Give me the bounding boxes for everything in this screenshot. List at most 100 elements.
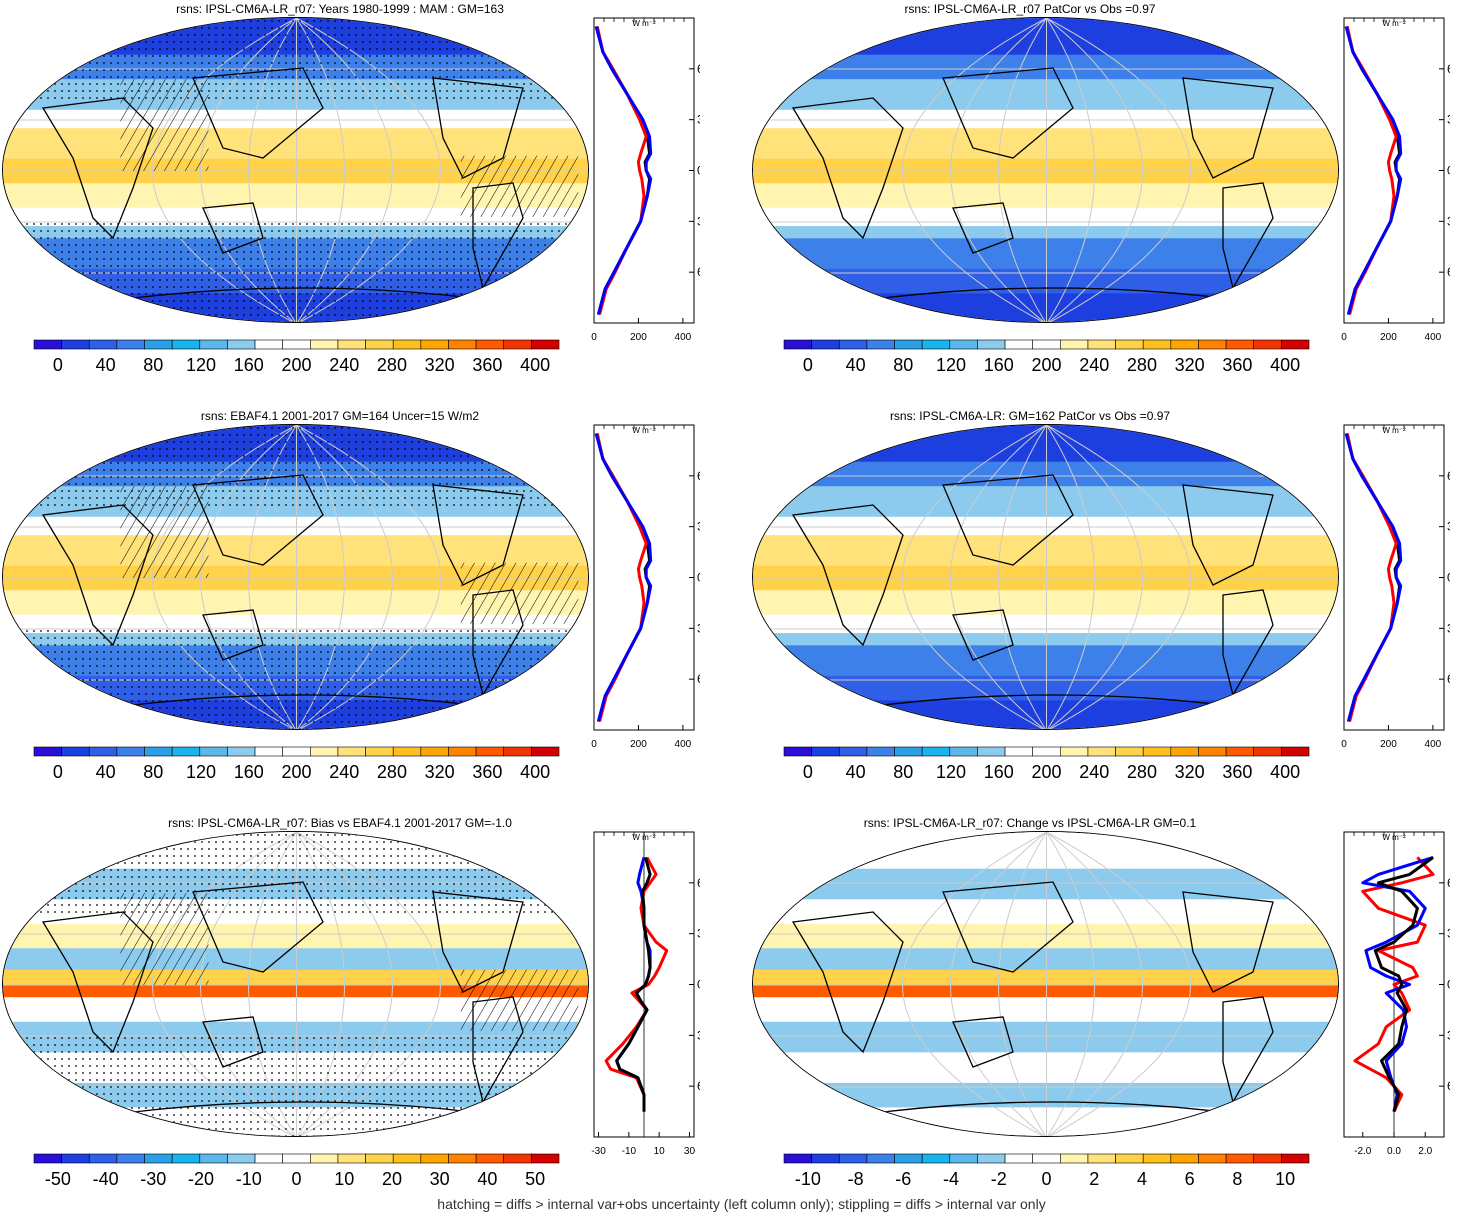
coastline — [952, 202, 1014, 254]
colorbar-swatch — [1004, 339, 1033, 350]
colorbar-tick-label: -50 — [45, 1169, 71, 1189]
colorbar-tick-label: 50 — [525, 1169, 545, 1189]
map-color-band — [3, 128, 588, 160]
profile-line-blue — [594, 26, 653, 315]
zonal-mean-profile: W m⁻² 60N 30N 0 30S 60S -30 -10 10 30 — [591, 831, 700, 1157]
colorbar-tick-label: 120 — [936, 355, 966, 375]
colorbar-swatch — [61, 746, 90, 757]
colorbar-tick-label: 80 — [143, 762, 163, 782]
colorbar-tick-label: 320 — [1175, 762, 1205, 782]
profile-lat-tick-label: 0 — [1447, 164, 1450, 178]
colorbar-swatch — [392, 746, 422, 757]
profile-x-tick-label: 200 — [1380, 332, 1397, 343]
colorbar-swatch — [88, 746, 118, 757]
colorbar-tick-label: 280 — [1127, 762, 1157, 782]
profile-lat-tick-label: 0 — [697, 571, 700, 585]
colorbar-tick-label: -10 — [795, 1169, 821, 1189]
colorbar-tick-label: 8 — [1232, 1169, 1242, 1189]
colorbar-swatch — [475, 339, 505, 350]
colorbar-tick-label: 0 — [803, 355, 813, 375]
colorbar-swatch — [199, 339, 228, 350]
stippling — [3, 832, 588, 918]
footer-note: hatching = diffs > internal var+obs unce… — [437, 1196, 1046, 1212]
profile-lat-tick-label: 60S — [697, 1079, 700, 1093]
map-color-band — [753, 226, 1338, 240]
colorbar-tick-label: 80 — [893, 762, 913, 782]
colorbar-tick-label: 120 — [936, 762, 966, 782]
colorbar-swatch — [33, 746, 62, 757]
profile-unit-label: W m⁻² — [1382, 833, 1406, 842]
graticule-meridian — [998, 832, 1047, 1136]
colorbar-tick-label: 0 — [1041, 1169, 1051, 1189]
colorbar-swatch — [337, 1153, 366, 1164]
colorbar-swatch — [503, 339, 532, 350]
graticule-meridian — [998, 18, 1047, 322]
colorbar-tick-label: 160 — [234, 762, 264, 782]
profile-x-tick-label: 400 — [675, 332, 692, 343]
colorbar-swatch — [1060, 339, 1089, 350]
colorbar-swatch — [783, 339, 812, 350]
colorbar-swatch — [199, 1153, 228, 1164]
colorbar-swatch — [88, 339, 118, 350]
colorbar-tick-label: 240 — [1079, 355, 1109, 375]
colorbar-swatch — [88, 1153, 118, 1164]
profile-lat-tick-label: 60N — [697, 62, 700, 76]
zonal-mean-profile: W m⁻² 60N 30N 0 30S 60S 0 200 400 — [1341, 424, 1450, 750]
panel-title: rsns: IPSL-CM6A-LR_r07: Change vs IPSL-C… — [863, 816, 1197, 830]
colorbar-tick-label: -30 — [140, 1169, 166, 1189]
colorbar-swatch — [116, 1153, 145, 1164]
colorbar-tick-label: 400 — [1270, 762, 1300, 782]
colorbar-swatch — [1142, 1153, 1172, 1164]
coastline — [1222, 182, 1274, 290]
map-panel — [2, 424, 589, 730]
profile-line-black — [594, 433, 652, 722]
profile-x-tick-label: 30 — [684, 1146, 696, 1157]
colorbar-swatch — [1032, 746, 1061, 757]
profile-lat-tick-label: 60N — [697, 876, 700, 890]
colorbar: -50 -40 -30 -20 -10 0 10 20 30 40 50 — [33, 1153, 560, 1189]
colorbar-swatch — [531, 746, 560, 757]
hatching — [460, 562, 579, 624]
colorbar-swatch — [977, 746, 1006, 757]
profile-lat-tick-label: 30N — [697, 113, 700, 127]
colorbar-tick-label: 320 — [425, 355, 455, 375]
map-color-band — [3, 535, 588, 567]
coastline — [812, 287, 1294, 309]
map-panel — [752, 831, 1339, 1137]
colorbar-swatch — [282, 746, 311, 757]
profile-lat-tick-label: 60S — [1447, 672, 1450, 686]
profile-lat-tick-label: 60S — [1447, 1079, 1450, 1093]
colorbar-tick-label: -40 — [93, 1169, 119, 1189]
graticule-meridian — [902, 18, 1047, 322]
map-panel — [752, 17, 1339, 323]
colorbar-swatch — [1198, 1153, 1227, 1164]
colorbar-swatch — [1032, 1153, 1061, 1164]
colorbar-swatch — [392, 339, 422, 350]
graticule-meridian — [950, 832, 1047, 1136]
colorbar-swatch — [921, 746, 951, 757]
colorbar-swatch — [1225, 1153, 1255, 1164]
colorbar-tick-label: 200 — [281, 355, 311, 375]
colorbar-swatch — [171, 339, 201, 350]
profile-x-tick-label: 200 — [630, 332, 647, 343]
colorbar-tick-label: 400 — [1270, 355, 1300, 375]
colorbar-swatch — [116, 339, 145, 350]
profile-unit-label: W m⁻² — [632, 426, 656, 435]
colorbar-tick-label: -8 — [848, 1169, 864, 1189]
profile-lat-tick-label: 0 — [1447, 978, 1450, 992]
colorbar-swatch — [838, 746, 868, 757]
colorbar-swatch — [921, 339, 951, 350]
colorbar-tick-label: 320 — [425, 762, 455, 782]
profile-x-tick-label: 0 — [1341, 739, 1347, 750]
colorbar-swatch — [227, 746, 256, 757]
colorbar-tick-label: 40 — [846, 355, 866, 375]
colorbar-swatch — [1060, 1153, 1089, 1164]
colorbar-swatch — [1142, 746, 1172, 757]
profile-x-tick-label: 200 — [1380, 739, 1397, 750]
profile-x-tick-label: -2.0 — [1354, 1146, 1372, 1157]
colorbar-swatch — [1115, 339, 1144, 350]
hatching — [120, 486, 209, 578]
colorbar: 0 40 80 120 160 200 240 280 320 360 400 — [33, 339, 560, 375]
coastline — [1182, 484, 1274, 586]
profile-lat-tick-label: 0 — [697, 978, 700, 992]
